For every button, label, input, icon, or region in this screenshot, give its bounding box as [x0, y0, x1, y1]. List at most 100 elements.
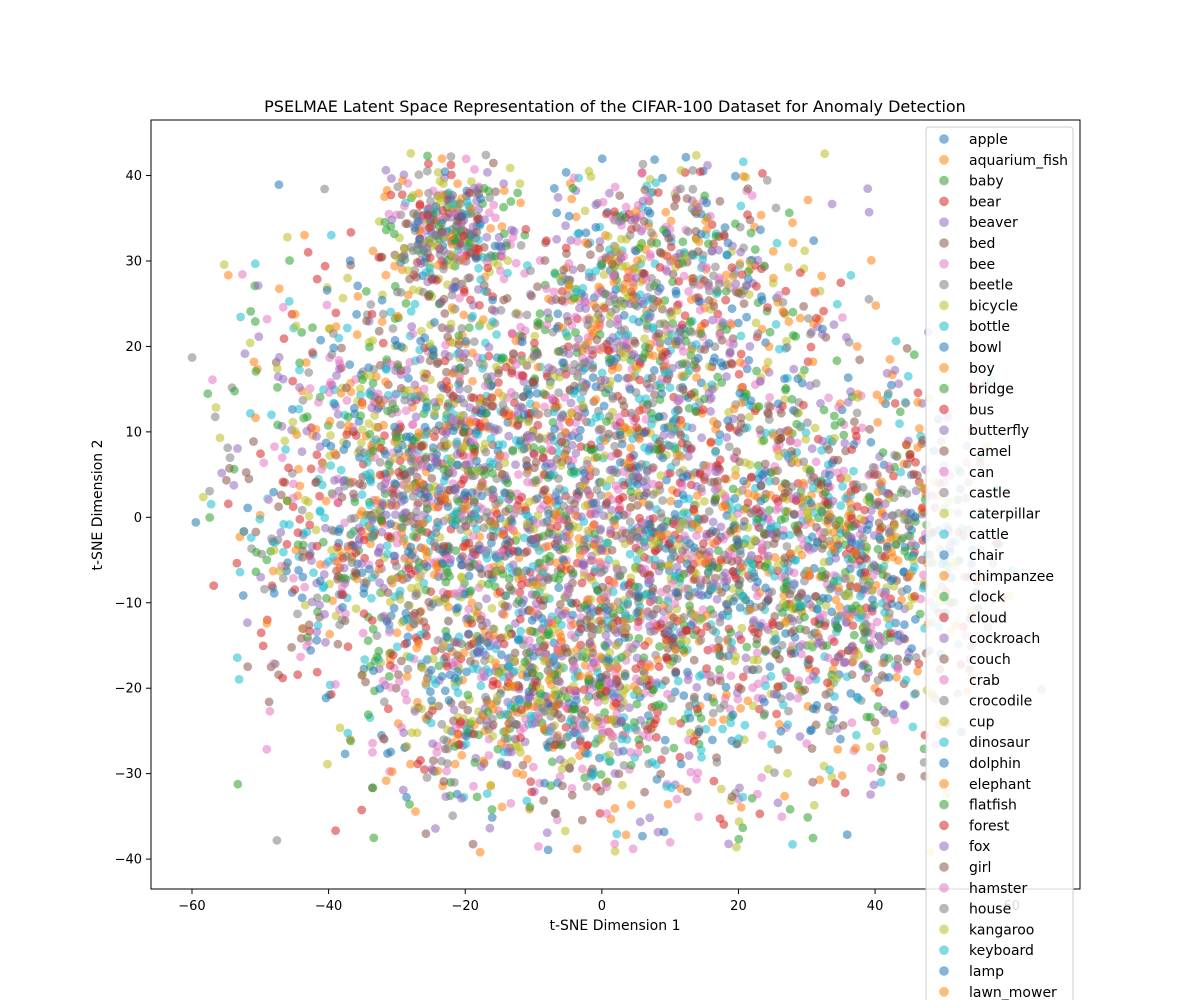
scatter-point [522, 456, 531, 465]
scatter-point [619, 310, 629, 320]
scatter-point [530, 463, 539, 473]
scatter-point [468, 376, 477, 386]
scatter-point [390, 404, 400, 414]
scatter-point [499, 202, 508, 212]
scatter-point [616, 234, 626, 244]
scatter-point [713, 372, 723, 382]
scatter-point [676, 166, 686, 175]
scatter-point [225, 453, 235, 462]
scatter-point [692, 682, 702, 692]
scatter-point [692, 373, 701, 382]
scatter-point [833, 652, 843, 662]
scatter-point [872, 390, 882, 400]
scatter-point [666, 216, 676, 226]
scatter-point [366, 300, 376, 309]
scatter-point [903, 371, 913, 381]
scatter-point [618, 467, 628, 477]
scatter-point [368, 783, 378, 793]
scatter-point [384, 460, 394, 469]
scatter-point [788, 840, 797, 849]
scatter-point [883, 391, 893, 401]
scatter-point [394, 670, 403, 680]
scatter-point [688, 184, 698, 194]
scatter-point [446, 152, 456, 161]
scatter-point [464, 358, 473, 368]
scatter-point [284, 296, 294, 306]
scatter-point [400, 201, 409, 211]
scatter-point [592, 656, 602, 666]
scatter-point [552, 661, 562, 670]
scatter-point [768, 278, 778, 288]
scatter-point [846, 689, 856, 698]
scatter-point [734, 834, 744, 844]
scatter-point [610, 769, 620, 778]
scatter-point [503, 256, 513, 265]
scatter-point [566, 630, 576, 640]
scatter-point [577, 815, 587, 825]
scatter-point [822, 641, 832, 650]
scatter-point [866, 644, 875, 654]
scatter-point [544, 294, 553, 304]
scatter-point [727, 505, 737, 515]
scatter-point [640, 334, 649, 344]
scatter-point [757, 731, 767, 740]
scatter-point [521, 510, 531, 519]
scatter-point [447, 250, 457, 259]
scatter-point [380, 192, 389, 202]
scatter-point [658, 453, 668, 463]
scatter-point [369, 833, 379, 843]
scatter-point [752, 591, 762, 601]
scatter-point [621, 202, 631, 212]
scatter-point [805, 599, 815, 609]
scatter-point [346, 228, 356, 237]
scatter-point [759, 436, 769, 445]
scatter-point [304, 511, 314, 521]
scatter-point [260, 584, 269, 594]
scatter-point [452, 650, 462, 660]
scatter-point [772, 442, 781, 452]
scatter-point [907, 644, 916, 653]
scatter-point [217, 468, 227, 478]
scatter-point [338, 476, 348, 486]
scatter-point [379, 420, 388, 430]
scatter-point [479, 523, 489, 533]
scatter-point [594, 606, 604, 616]
scatter-point [560, 427, 570, 437]
scatter-point [809, 236, 819, 246]
scatter-point [612, 316, 622, 326]
scatter-point [400, 639, 410, 649]
scatter-point [713, 563, 723, 572]
scatter-point [700, 497, 709, 506]
scatter-point [621, 830, 631, 840]
scatter-point [634, 317, 644, 327]
scatter-point [632, 256, 642, 266]
scatter-point [726, 627, 736, 637]
scatter-point [515, 587, 525, 597]
scatter-point [430, 646, 440, 655]
scatter-point [778, 700, 788, 710]
scatter-point [691, 150, 701, 160]
scatter-point [851, 743, 861, 753]
scatter-point [332, 371, 341, 380]
scatter-point [523, 754, 532, 764]
scatter-point [732, 842, 741, 852]
scatter-point [597, 154, 607, 164]
scatter-point [267, 581, 277, 591]
scatter-point [344, 421, 353, 430]
scatter-point [731, 465, 740, 474]
scatter-point [784, 317, 794, 327]
scatter-point [591, 413, 601, 422]
scatter-point [355, 384, 365, 393]
scatter-point [739, 243, 748, 253]
scatter-point [542, 236, 551, 246]
scatter-point [560, 393, 569, 402]
scatter-point [743, 489, 753, 498]
scatter-point [492, 330, 501, 339]
scatter-point [641, 415, 651, 424]
scatter-point [404, 373, 413, 383]
scatter-point [258, 641, 268, 651]
scatter-point [431, 824, 440, 833]
scatter-point [757, 295, 767, 305]
scatter-point [433, 168, 443, 177]
scatter-point [659, 827, 669, 837]
